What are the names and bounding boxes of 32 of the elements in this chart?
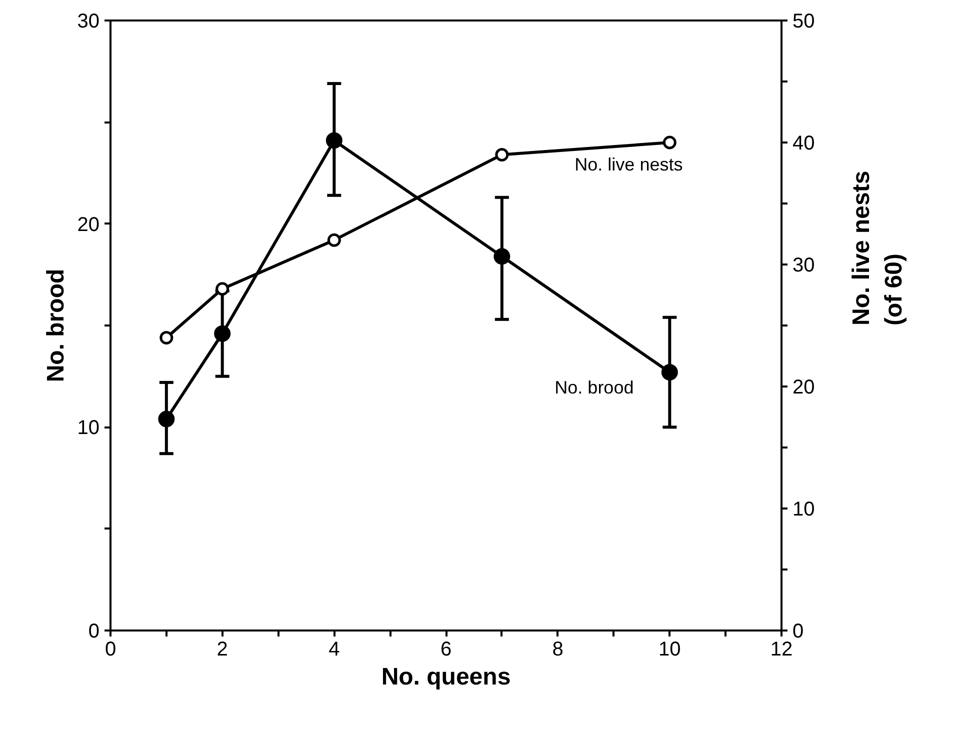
point [327,233,341,247]
point [214,325,231,342]
x-tick-label: 2 [216,638,228,660]
y-tick-label: 0 [88,620,100,642]
x-tick-label: 0 [104,638,116,660]
y2-tick-label: 50 [792,10,815,32]
y2-tick-label: 20 [792,376,815,398]
y2-axis-title: No. live nests (of 60) [848,170,908,326]
x-axis-title: No. queens [381,664,511,690]
x-tick-label: 6 [440,638,452,660]
series-label: No. live nests [574,154,683,174]
y2-tick-label: 0 [792,620,804,642]
y2-tick-label: 10 [792,498,815,520]
point [326,132,342,149]
point [495,148,509,162]
y2-tick-label: 30 [792,254,815,276]
x-tick-label: 8 [552,638,564,660]
point [160,330,174,344]
point [661,364,678,381]
point [494,248,510,265]
y-tick-label: 10 [77,417,100,440]
point [216,282,230,296]
y2-tick-label: 40 [792,132,815,154]
x-tick-label: 4 [328,638,340,660]
y-tick-label: 20 [77,214,100,236]
x-tick-label: 12 [770,638,793,660]
point [662,136,676,150]
y-tick-label: 30 [77,10,100,32]
series-label: No. brood [554,377,634,398]
point [158,410,175,428]
x-tick-label: 10 [658,638,681,660]
y-axis-title: No. brood [42,268,70,382]
